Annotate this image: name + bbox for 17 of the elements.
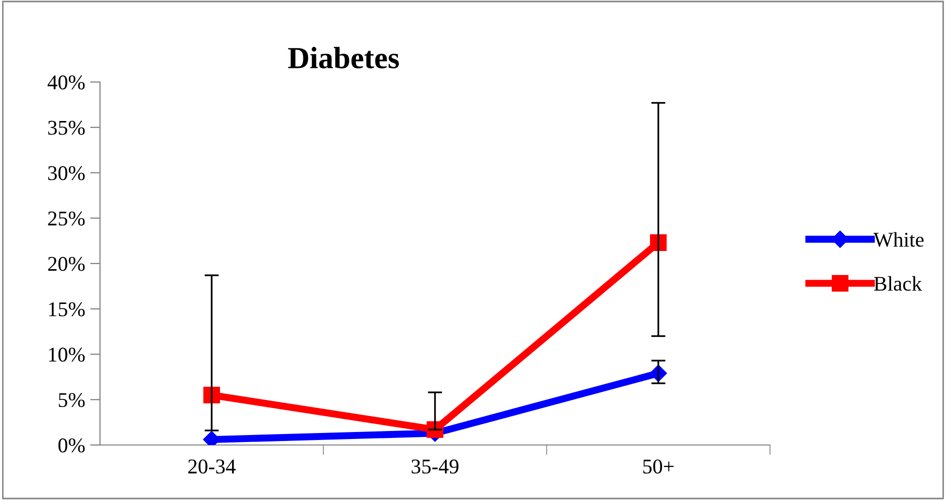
y-tick-label: 15% <box>49 302 85 316</box>
x-tick-label: 35-49 <box>412 460 458 474</box>
y-tick-label: 20% <box>48 256 85 271</box>
y-tick-label: 25% <box>48 212 85 226</box>
x-tick-label: 20-34 <box>188 459 236 474</box>
y-tick-label: 10% <box>49 348 85 362</box>
point <box>203 386 220 404</box>
legend-label: White <box>873 232 924 247</box>
y-tick-label: 5% <box>58 393 85 408</box>
x-tick-label: 50+ <box>643 459 674 474</box>
chart-title: Diabetes <box>288 46 399 68</box>
legend-label: Black <box>874 276 922 291</box>
y-tick-label: 40% <box>48 75 85 90</box>
y-tick-label: 30% <box>48 166 85 180</box>
y-tick-label: 0% <box>58 438 85 452</box>
point <box>650 234 667 251</box>
y-tick-label: 35% <box>48 120 85 135</box>
